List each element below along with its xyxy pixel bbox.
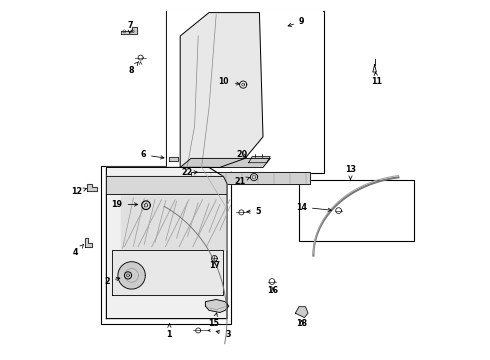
Bar — [166, 11, 324, 173]
Text: 19: 19 — [112, 200, 138, 209]
Polygon shape — [87, 184, 98, 191]
Text: 14: 14 — [296, 202, 331, 212]
Bar — [299, 180, 414, 241]
Text: 13: 13 — [345, 165, 356, 180]
Polygon shape — [170, 157, 178, 161]
Polygon shape — [248, 157, 270, 163]
Text: 17: 17 — [209, 261, 220, 270]
Polygon shape — [191, 172, 310, 184]
Text: 3: 3 — [216, 330, 231, 338]
Text: 2: 2 — [104, 277, 120, 286]
Polygon shape — [85, 238, 92, 247]
Text: 7: 7 — [127, 21, 133, 33]
Text: 18: 18 — [296, 320, 307, 328]
Text: 8: 8 — [128, 62, 138, 75]
Polygon shape — [180, 13, 263, 167]
Text: 21: 21 — [234, 177, 250, 186]
Polygon shape — [106, 176, 227, 194]
Polygon shape — [205, 300, 229, 312]
Bar — [101, 166, 231, 324]
Text: 11: 11 — [371, 72, 382, 85]
Text: 15: 15 — [208, 313, 219, 328]
Text: 22: 22 — [182, 168, 197, 177]
Polygon shape — [295, 307, 308, 318]
Polygon shape — [121, 196, 225, 250]
Text: 20: 20 — [237, 150, 248, 159]
Text: 6: 6 — [141, 150, 164, 159]
Text: 10: 10 — [219, 77, 229, 86]
Polygon shape — [106, 167, 227, 319]
Text: 9: 9 — [288, 17, 304, 27]
Polygon shape — [180, 158, 270, 167]
Polygon shape — [168, 11, 322, 171]
Text: 12: 12 — [71, 187, 87, 196]
Polygon shape — [121, 27, 137, 34]
Text: 5: 5 — [247, 207, 261, 216]
Polygon shape — [112, 250, 223, 295]
Text: 1: 1 — [167, 324, 172, 338]
Polygon shape — [118, 262, 145, 289]
Text: 4: 4 — [73, 244, 83, 257]
Text: 16: 16 — [268, 286, 279, 295]
